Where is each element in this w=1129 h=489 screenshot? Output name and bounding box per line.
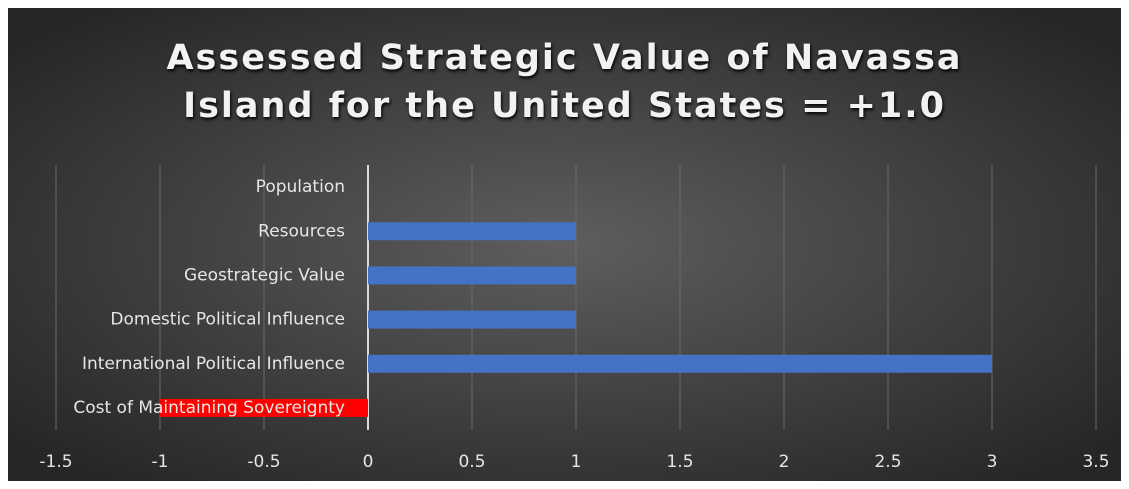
x-tick-label: 0 <box>363 452 374 472</box>
x-tick-label: -0.5 <box>247 452 280 472</box>
bar <box>368 222 576 241</box>
y-tick-label: International Political Influence <box>82 354 345 374</box>
bar <box>160 398 368 417</box>
x-tick-label: 3.5 <box>1082 452 1109 472</box>
x-tick-label: -1 <box>152 452 169 472</box>
y-tick-label: Domestic Political Influence <box>110 310 345 330</box>
x-tick-label: 2 <box>779 452 790 472</box>
x-tick-label: 0.5 <box>458 452 485 472</box>
y-tick-label: Cost of Maintaining Sovereignty <box>73 398 345 418</box>
x-tick-label: -1.5 <box>39 452 72 472</box>
chart-title: Assessed Strategic Value of Navassa Isla… <box>166 38 963 126</box>
y-tick-label: Population <box>256 177 345 197</box>
x-tick-label: 1 <box>571 452 582 472</box>
bar <box>368 266 576 285</box>
bar <box>368 310 576 329</box>
x-tick-label: 2.5 <box>874 452 901 472</box>
bar <box>368 354 992 373</box>
x-tick-label: 3 <box>987 452 998 472</box>
x-tick-label: 1.5 <box>666 452 693 472</box>
y-tick-label: Resources <box>258 221 345 241</box>
y-tick-label: Geostrategic Value <box>184 265 345 285</box>
